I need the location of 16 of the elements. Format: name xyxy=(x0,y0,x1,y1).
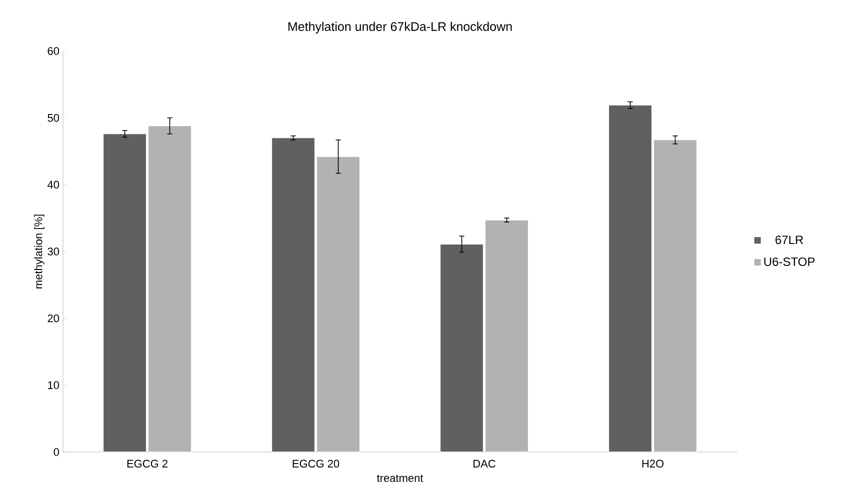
x-axis-title: treatment xyxy=(376,474,424,482)
chart-title: Methylation under 67kDa-LR knockdown xyxy=(288,22,512,34)
y-tick-label: 10 xyxy=(48,381,60,390)
y-tick-label: 0 xyxy=(54,448,60,456)
y-tick-label: 40 xyxy=(47,180,60,189)
legend-label: U6-STOP xyxy=(764,257,815,266)
x-tick-label: H2O xyxy=(642,460,664,468)
legend-label: 67LR xyxy=(776,236,804,244)
y-axis-title: methylation [%] xyxy=(34,214,44,288)
y-tick-label: 30 xyxy=(48,248,60,256)
y-tick-label: 60 xyxy=(48,47,60,55)
y-tick-label: 50 xyxy=(48,114,60,122)
x-tick-label: EGCG 2 xyxy=(127,460,168,468)
x-tick-label: DAC xyxy=(474,460,496,468)
x-tick-label: EGCG 20 xyxy=(292,460,340,468)
y-tick-label: 20 xyxy=(48,314,60,322)
